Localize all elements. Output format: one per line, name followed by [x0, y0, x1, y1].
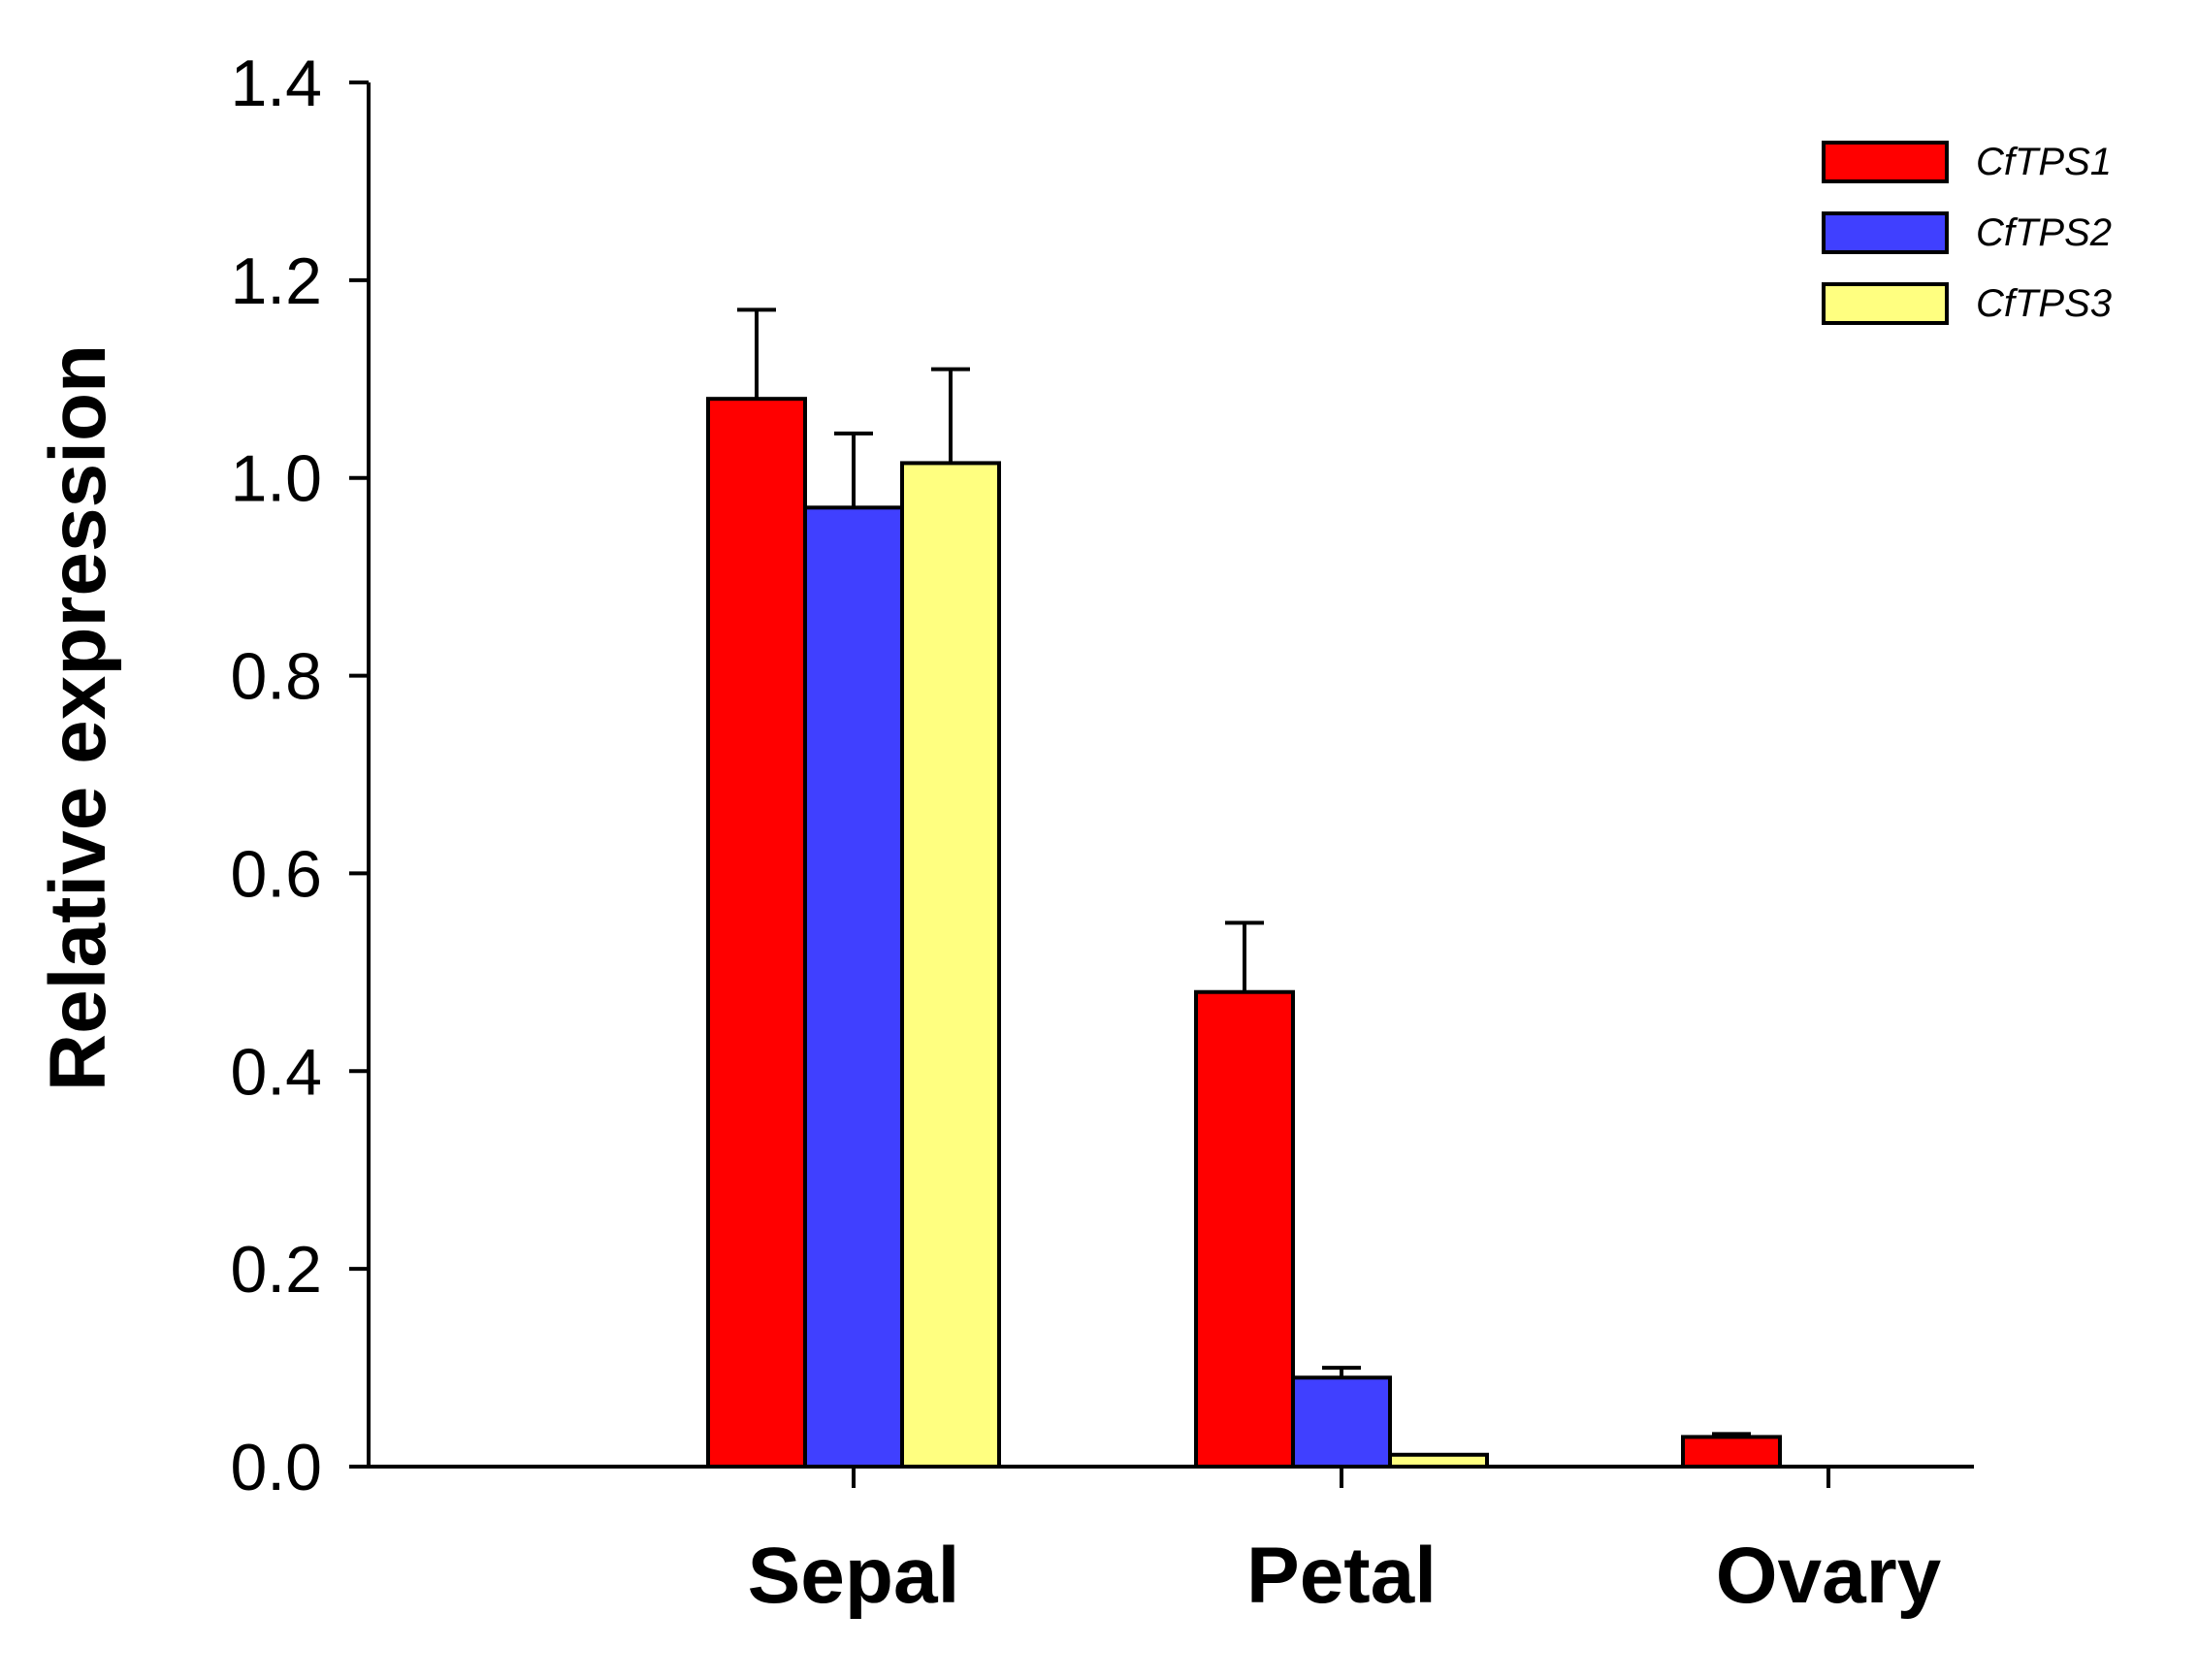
- axes-group: 0.0 0.2 0.4 0.6 0.8 1.0 1.2 1.4 Sepal Petal Ovary: [230, 47, 1974, 1620]
- legend-swatch-cftps2: [1822, 211, 1949, 254]
- legend-label-cftps3: CfTPS3: [1976, 282, 2112, 325]
- y-tick-label: 1.0: [230, 442, 322, 516]
- bar-cftps1-ovary: [1681, 1435, 1782, 1469]
- bar-cftps3-sepal: [900, 461, 1001, 1469]
- legend-swatch-cftps3: [1822, 282, 1949, 325]
- x-category-label-ovary: Ovary: [1716, 1532, 1942, 1620]
- y-tick-label: 0.4: [230, 1035, 322, 1109]
- bars-group: [706, 307, 1782, 1470]
- y-tick-label: 0.0: [230, 1431, 322, 1504]
- y-tick-label: 0.8: [230, 640, 322, 714]
- x-category-label-sepal: Sepal: [748, 1532, 960, 1620]
- legend-label-cftps1: CfTPS1: [1976, 141, 2112, 183]
- legend-label-cftps2: CfTPS2: [1976, 211, 2112, 254]
- y-tick-label: 1.4: [230, 47, 322, 120]
- bar-cftps2-sepal: [803, 505, 904, 1469]
- bar-cftps1-sepal: [706, 397, 807, 1470]
- x-category-label-petal: Petal: [1246, 1532, 1437, 1620]
- y-tick-label: 1.2: [230, 244, 322, 318]
- bar-cftps1-petal: [1194, 989, 1295, 1469]
- legend: CfTPS1 CfTPS2 CfTPS3: [1822, 141, 2112, 325]
- y-tick-label: 0.2: [230, 1233, 322, 1307]
- bar-cftps2-petal: [1291, 1375, 1392, 1469]
- y-axis-label: Relative expression: [34, 344, 122, 1091]
- y-tick-label: 0.6: [230, 837, 322, 911]
- legend-swatch-cftps1: [1822, 141, 1949, 183]
